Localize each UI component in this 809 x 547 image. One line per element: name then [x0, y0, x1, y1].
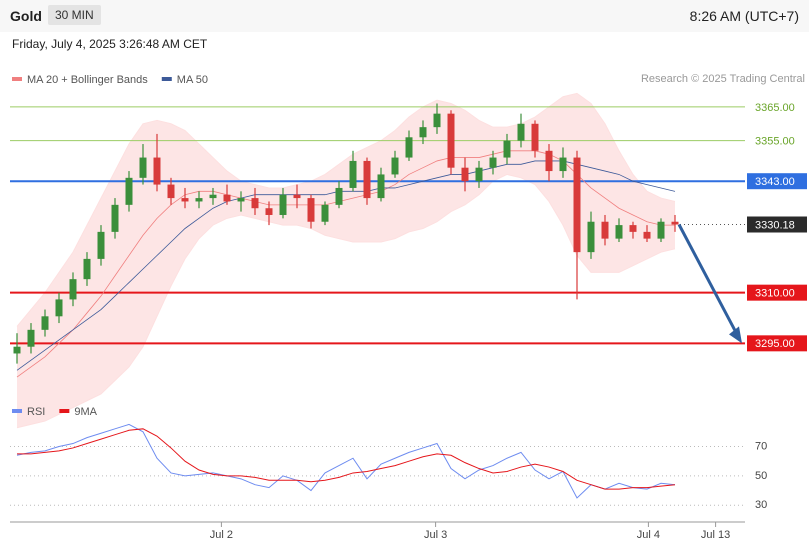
x-tick-label: Jul 4: [637, 529, 660, 541]
candle-body: [265, 208, 273, 215]
candle-body: [489, 157, 497, 168]
x-tick-label: Jul 2: [210, 529, 233, 541]
candle-body: [461, 167, 469, 182]
last-price-box: [747, 216, 807, 233]
candle-body: [55, 299, 63, 317]
candle-body: [251, 198, 259, 209]
level-label: 3355.00: [755, 136, 795, 148]
candle-body: [27, 329, 35, 347]
rsi-line: [16, 423, 676, 499]
legend-swatch: [59, 409, 70, 413]
candle-body: [209, 194, 217, 199]
candle-body: [223, 194, 231, 202]
candle-body: [139, 157, 147, 178]
forecast-arrow: [677, 223, 739, 336]
candle-body: [97, 231, 105, 259]
candle-body: [503, 140, 511, 158]
candle-body: [531, 123, 539, 151]
y-tick-label: 50: [755, 470, 767, 482]
candle-body: [517, 123, 525, 141]
candle-body: [447, 113, 455, 168]
candle-body: [13, 346, 21, 354]
candle-body: [41, 316, 49, 330]
x-tick-label: Jul 3: [424, 529, 447, 541]
candle-body: [419, 127, 427, 138]
candle-body: [167, 184, 175, 199]
candle-body: [657, 221, 665, 239]
legend-label: MA 20 + Bollinger Bands: [27, 74, 148, 86]
credit: Research © 2025 Trading Central: [641, 73, 805, 85]
candle-body: [475, 167, 483, 182]
candle-body: [181, 198, 189, 202]
clock: 8:26 AM (UTC+7): [689, 8, 799, 24]
legend-label: RSI: [27, 406, 45, 418]
candle-body: [587, 221, 595, 253]
legend-swatch: [161, 77, 172, 81]
x-tick-label: Jul 13: [701, 529, 730, 541]
candle-body: [405, 137, 413, 158]
rsi-line: [17, 428, 676, 490]
legend-swatch: [12, 409, 22, 413]
candle-body: [559, 157, 567, 172]
symbol: Gold: [10, 8, 42, 24]
arrow-head: [729, 326, 742, 344]
candle-body: [391, 157, 399, 175]
last-price-label: 3330.18: [755, 219, 795, 231]
candle-body: [671, 221, 679, 225]
legend-label: 9MA: [74, 406, 97, 418]
timestamp: Friday, July 4, 2025 3:26:48 AM CET: [12, 37, 208, 51]
level-label: 3365.00: [755, 102, 795, 114]
candle-body: [615, 225, 623, 239]
candle-body: [335, 187, 343, 205]
level-box: [747, 335, 807, 352]
candle-body: [69, 279, 77, 300]
candle-body: [307, 198, 315, 222]
candle-body: [601, 221, 609, 239]
candle-body: [279, 194, 287, 215]
candle-body: [433, 113, 441, 128]
y-tick-label: 70: [755, 440, 767, 452]
candle-body: [545, 150, 553, 172]
level-label: 3310.00: [755, 288, 795, 300]
candle-body: [111, 204, 119, 232]
candle-body: [349, 160, 357, 188]
bollinger-upper: [16, 92, 676, 327]
candle-body: [83, 258, 91, 280]
candle-body: [293, 194, 301, 199]
timeframe-button[interactable]: 30 MIN: [48, 5, 101, 25]
candle-body: [363, 160, 371, 199]
candle-body: [237, 198, 245, 202]
level-label: 3343.00: [755, 176, 795, 188]
candle-body: [629, 225, 637, 232]
candle-body: [643, 231, 651, 239]
candle-body: [195, 198, 203, 202]
bollinger-lower: [16, 173, 676, 429]
y-tick-label: 30: [755, 499, 767, 511]
candle-body: [321, 204, 329, 222]
candle-body: [377, 174, 385, 199]
level-box: [747, 173, 807, 190]
level-label: 3295.00: [755, 338, 795, 350]
bollinger-fill: [17, 93, 675, 428]
candle-body: [125, 177, 133, 205]
candle-body: [153, 157, 161, 185]
top-bar: Gold 30 MIN 8:26 AM (UTC+7): [0, 0, 809, 32]
legend-label: MA 50: [177, 74, 208, 86]
level-box: [747, 284, 807, 301]
legend-swatch: [12, 77, 22, 81]
candle-body: [573, 157, 581, 253]
